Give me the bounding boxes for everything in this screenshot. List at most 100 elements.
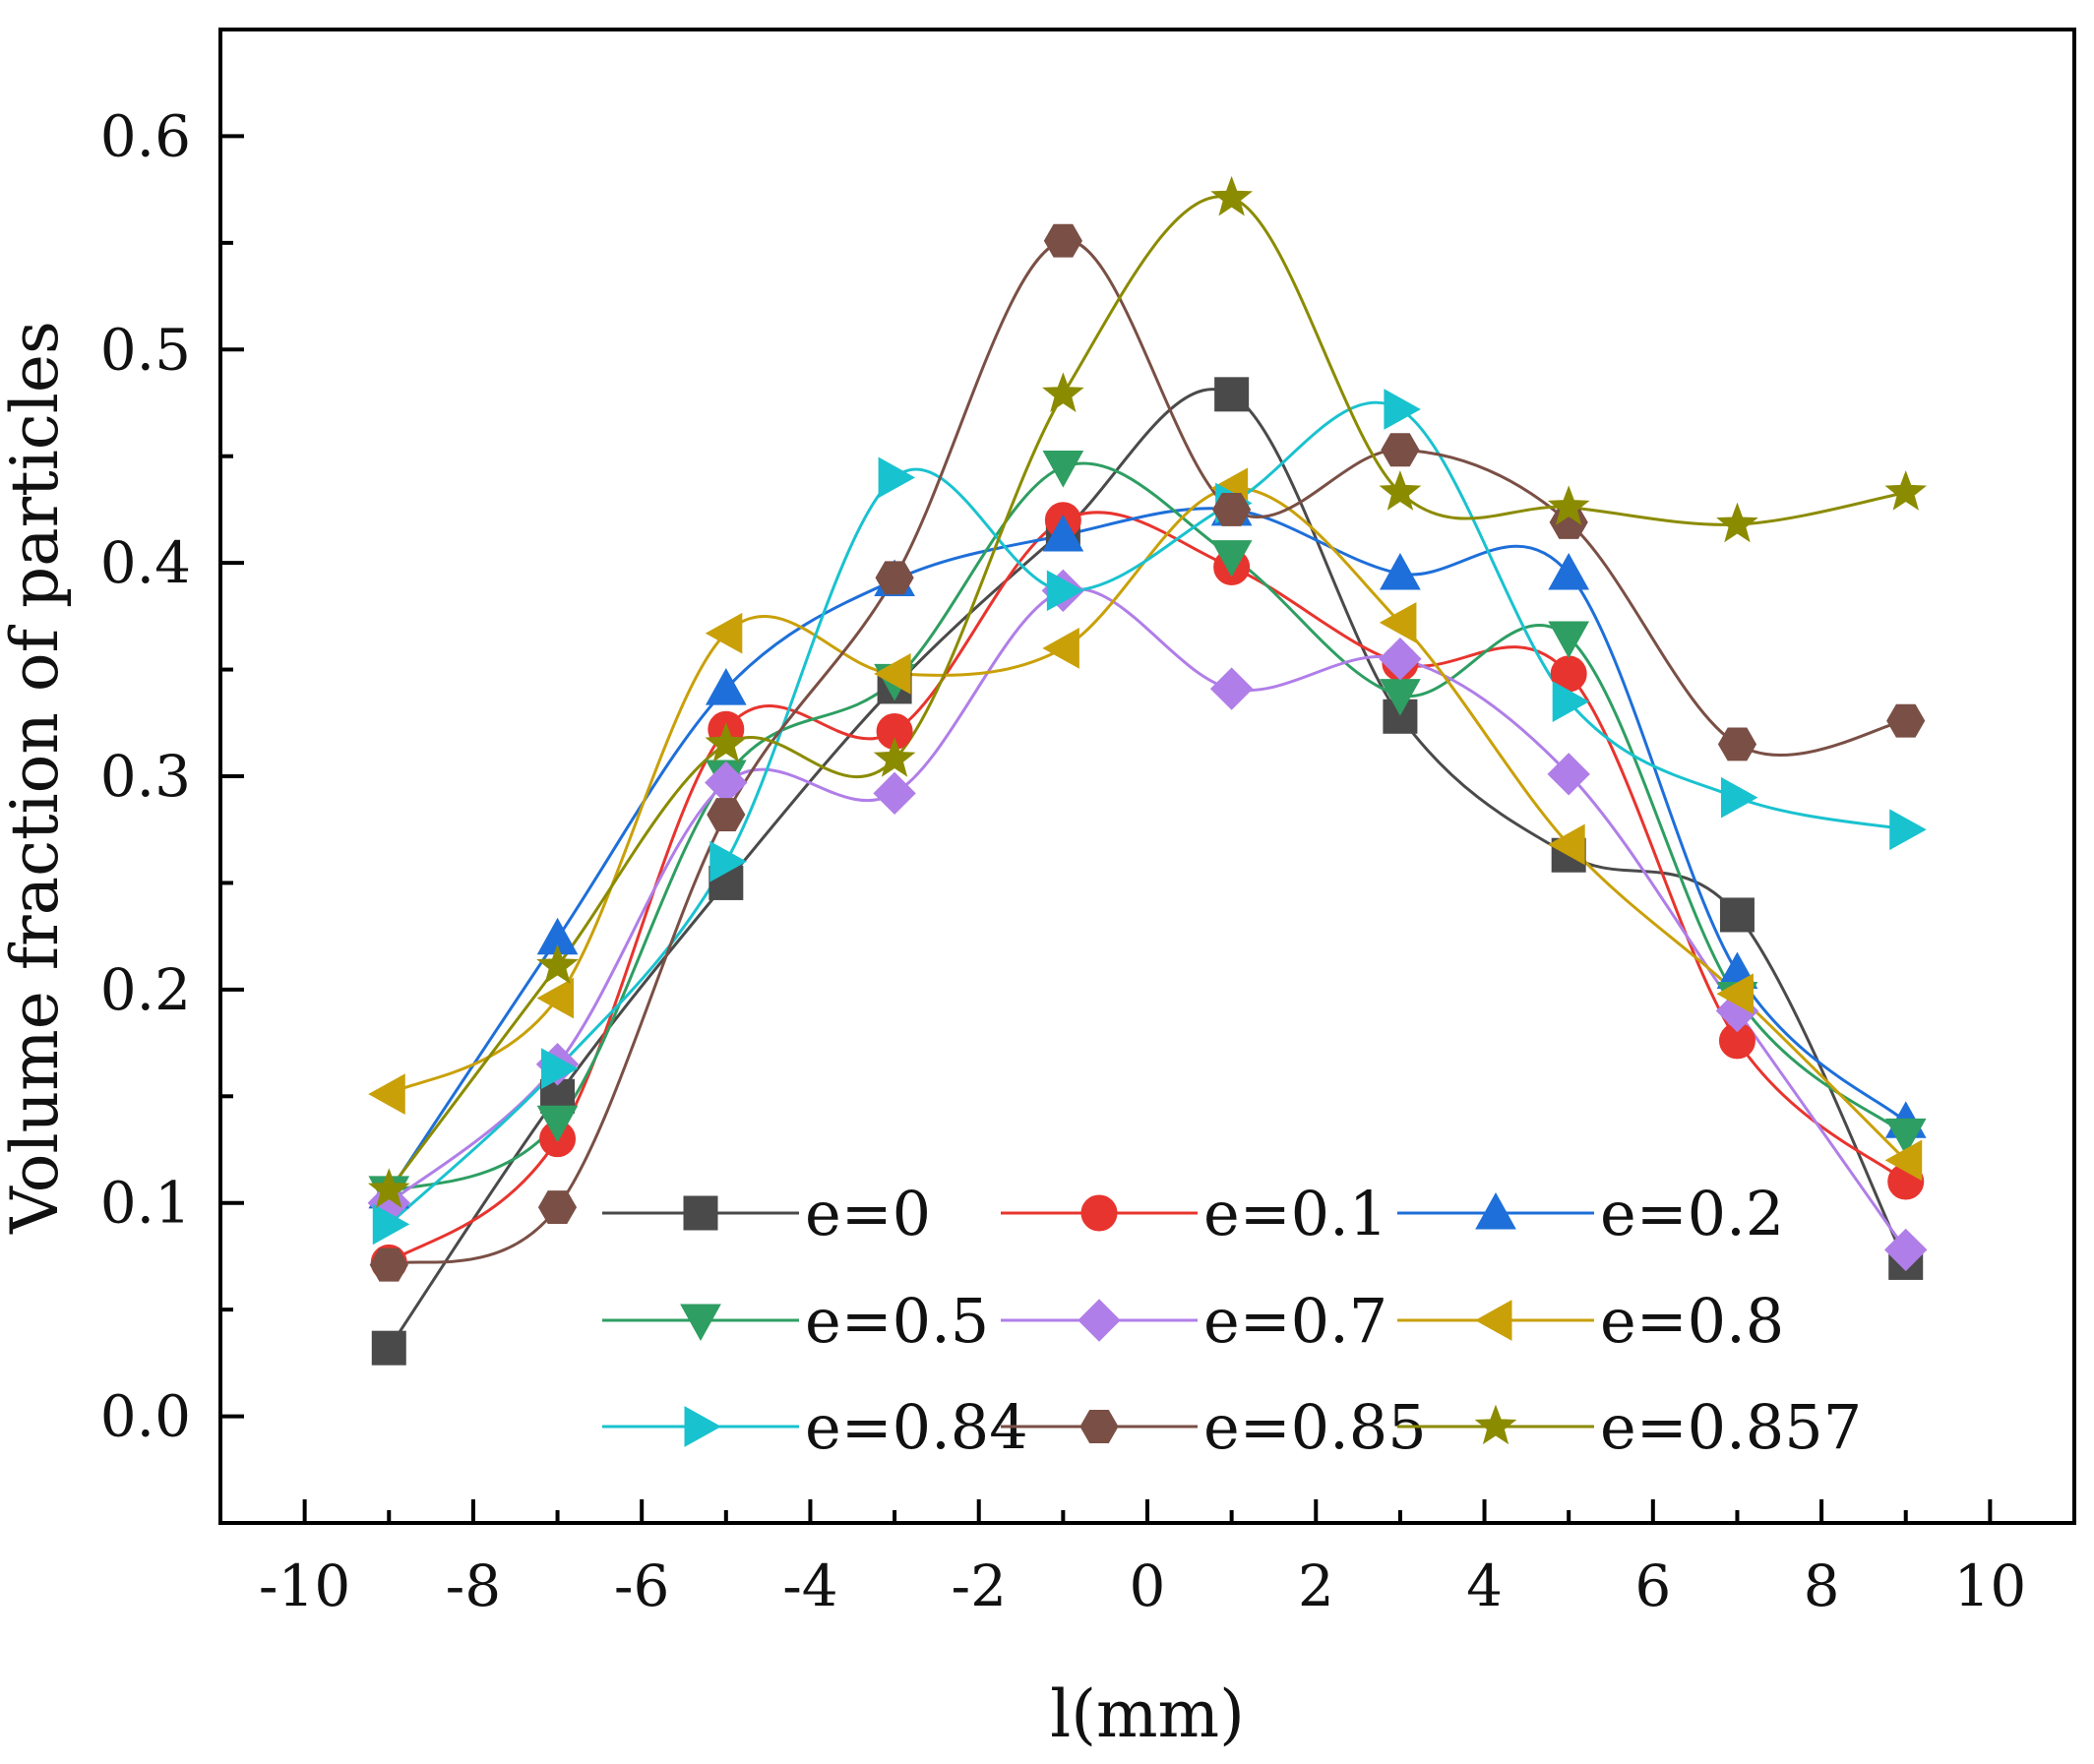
data-point-e-0-5 xyxy=(1884,1118,1927,1156)
legend-label: e=0.84 xyxy=(805,1391,1028,1463)
data-point-e-0-2 xyxy=(1042,514,1084,552)
x-axis: -10 -8 -6 -4 -2 0 2 4 6 8 10 xyxy=(259,1499,2026,1619)
legend-item-e-0-8: e=0.8 xyxy=(1397,1285,1784,1357)
legend: e=0 e=0.1 e=0.2 e=0.5 e=0.7 e=0.8 e=0.84 e=0.85… xyxy=(602,1178,1862,1463)
data-point-e-0-8 xyxy=(368,1073,405,1115)
series-line-e-0-2 xyxy=(388,507,1907,1193)
data-point-e-0-2 xyxy=(1548,552,1590,590)
legend-item-e-0-1: e=0.1 xyxy=(1001,1178,1387,1249)
data-point-e-0-85 xyxy=(875,561,914,595)
y-tick-label: 0.6 xyxy=(100,102,191,169)
series-line-e-0-85 xyxy=(388,239,1906,1267)
legend-marker xyxy=(680,1304,721,1342)
data-point-e-0-857 xyxy=(1716,502,1758,543)
legend-marker xyxy=(1474,1300,1512,1341)
series-line-e-0-7 xyxy=(388,586,1907,1251)
legend-marker xyxy=(683,1195,718,1231)
data-point-e-0-8 xyxy=(1379,602,1417,643)
data-point-e-0-857 xyxy=(1379,470,1422,511)
series-line-e-0-857 xyxy=(388,195,1906,1191)
data-point-e-0 xyxy=(1719,897,1755,933)
data-point-e-0-857 xyxy=(1042,372,1084,412)
y-tick-label: 0.2 xyxy=(100,956,191,1023)
x-axis-title: l(mm) xyxy=(1050,1676,1245,1752)
y-axis: 0.0 0.1 0.2 0.3 0.4 0.5 0.6 xyxy=(100,102,244,1450)
x-tick-label: 0 xyxy=(1130,1552,1166,1619)
data-point-e-0-84 xyxy=(1889,809,1927,851)
y-tick-label: 0.0 xyxy=(100,1383,191,1450)
legend-item-e-0-84: e=0.84 xyxy=(602,1391,1028,1463)
data-point-e-0-84 xyxy=(541,1048,579,1089)
data-point-e-0-8 xyxy=(1548,823,1585,866)
legend-marker xyxy=(1078,1299,1121,1342)
legend-marker xyxy=(1079,1410,1119,1443)
series-line-e-0 xyxy=(388,388,1908,1350)
x-tick-label: 10 xyxy=(1953,1552,2026,1619)
data-point-e-0-85 xyxy=(369,1247,408,1282)
legend-label: e=0.2 xyxy=(1600,1178,1784,1249)
data-point-e-0-8 xyxy=(705,612,743,654)
data-point-e-0-85 xyxy=(1381,433,1420,467)
data-point-e-0-8 xyxy=(1884,1139,1923,1182)
data-point-e-0-5 xyxy=(1042,451,1084,488)
data-point-e-0-85 xyxy=(1212,493,1252,526)
data-point-e-0-85 xyxy=(537,1190,578,1224)
data-point-e-0-8 xyxy=(874,653,911,695)
data-point-e-0-7 xyxy=(1209,667,1254,710)
data-point-e-0-84 xyxy=(878,456,916,499)
data-point-e-0-84 xyxy=(1552,681,1590,722)
legend-marker xyxy=(1475,1191,1516,1230)
x-tick-label: -4 xyxy=(782,1552,838,1619)
legend-marker xyxy=(1080,1194,1118,1232)
x-tick-label: -6 xyxy=(614,1552,670,1619)
series-lines xyxy=(388,195,1908,1350)
data-point-e-0-857 xyxy=(705,722,748,762)
y-tick-label: 0.1 xyxy=(100,1170,191,1237)
data-point-e-0-5 xyxy=(1210,540,1253,578)
legend-item-e-0-85: e=0.85 xyxy=(1001,1391,1427,1463)
data-point-e-0-84 xyxy=(709,840,747,882)
x-tick-label: 2 xyxy=(1298,1552,1334,1619)
series-line-e-0-8 xyxy=(388,486,1907,1162)
x-tick-label: 6 xyxy=(1634,1552,1671,1619)
series-markers xyxy=(367,175,1928,1366)
data-point-e-0-8 xyxy=(1716,973,1754,1015)
legend-label: e=0.7 xyxy=(1203,1285,1387,1357)
legend-item-e-0-857: e=0.857 xyxy=(1397,1391,1862,1463)
data-point-e-0-85 xyxy=(1886,703,1926,738)
data-point-e-0-857 xyxy=(1884,470,1928,511)
y-tick-label: 0.5 xyxy=(100,316,191,383)
data-point-e-0-7 xyxy=(1379,638,1422,681)
series-line-e-0-5 xyxy=(388,461,1907,1194)
legend-label: e=0.8 xyxy=(1600,1285,1784,1357)
legend-item-e-0: e=0 xyxy=(602,1178,931,1249)
data-point-e-0-84 xyxy=(372,1203,410,1246)
data-point-e-0 xyxy=(371,1330,406,1366)
legend-label: e=0 xyxy=(805,1178,931,1249)
data-point-e-0-857 xyxy=(873,737,916,777)
x-tick-label: 8 xyxy=(1804,1552,1840,1619)
legend-label: e=0.1 xyxy=(1203,1178,1387,1249)
data-point-e-0-2 xyxy=(1380,552,1421,590)
data-point-e-0-85 xyxy=(1717,727,1757,761)
data-point-e-0-7 xyxy=(1547,753,1590,796)
legend-item-e-0-2: e=0.2 xyxy=(1397,1178,1784,1249)
data-point-e-0-857 xyxy=(1547,485,1590,525)
data-point-e-0-7 xyxy=(1884,1228,1928,1272)
legend-label: e=0.85 xyxy=(1203,1391,1427,1463)
y-axis-title: Volume fraction of particles xyxy=(0,321,73,1235)
series-line-e-0-84 xyxy=(388,400,1906,1226)
data-point-e-0-7 xyxy=(873,771,916,816)
legend-marker xyxy=(684,1406,722,1447)
legend-label: e=0.5 xyxy=(805,1285,989,1357)
data-point-e-0-5 xyxy=(536,1105,579,1143)
x-tick-label: -2 xyxy=(951,1552,1007,1619)
x-tick-label: -8 xyxy=(446,1552,502,1619)
data-point-e-0-84 xyxy=(1046,570,1084,612)
y-tick-label: 0.3 xyxy=(100,743,191,810)
data-point-e-0-857 xyxy=(536,943,579,985)
data-point-e-0-2 xyxy=(705,668,747,705)
legend-marker xyxy=(1474,1404,1517,1445)
series-line-e-0-1 xyxy=(388,511,1907,1264)
